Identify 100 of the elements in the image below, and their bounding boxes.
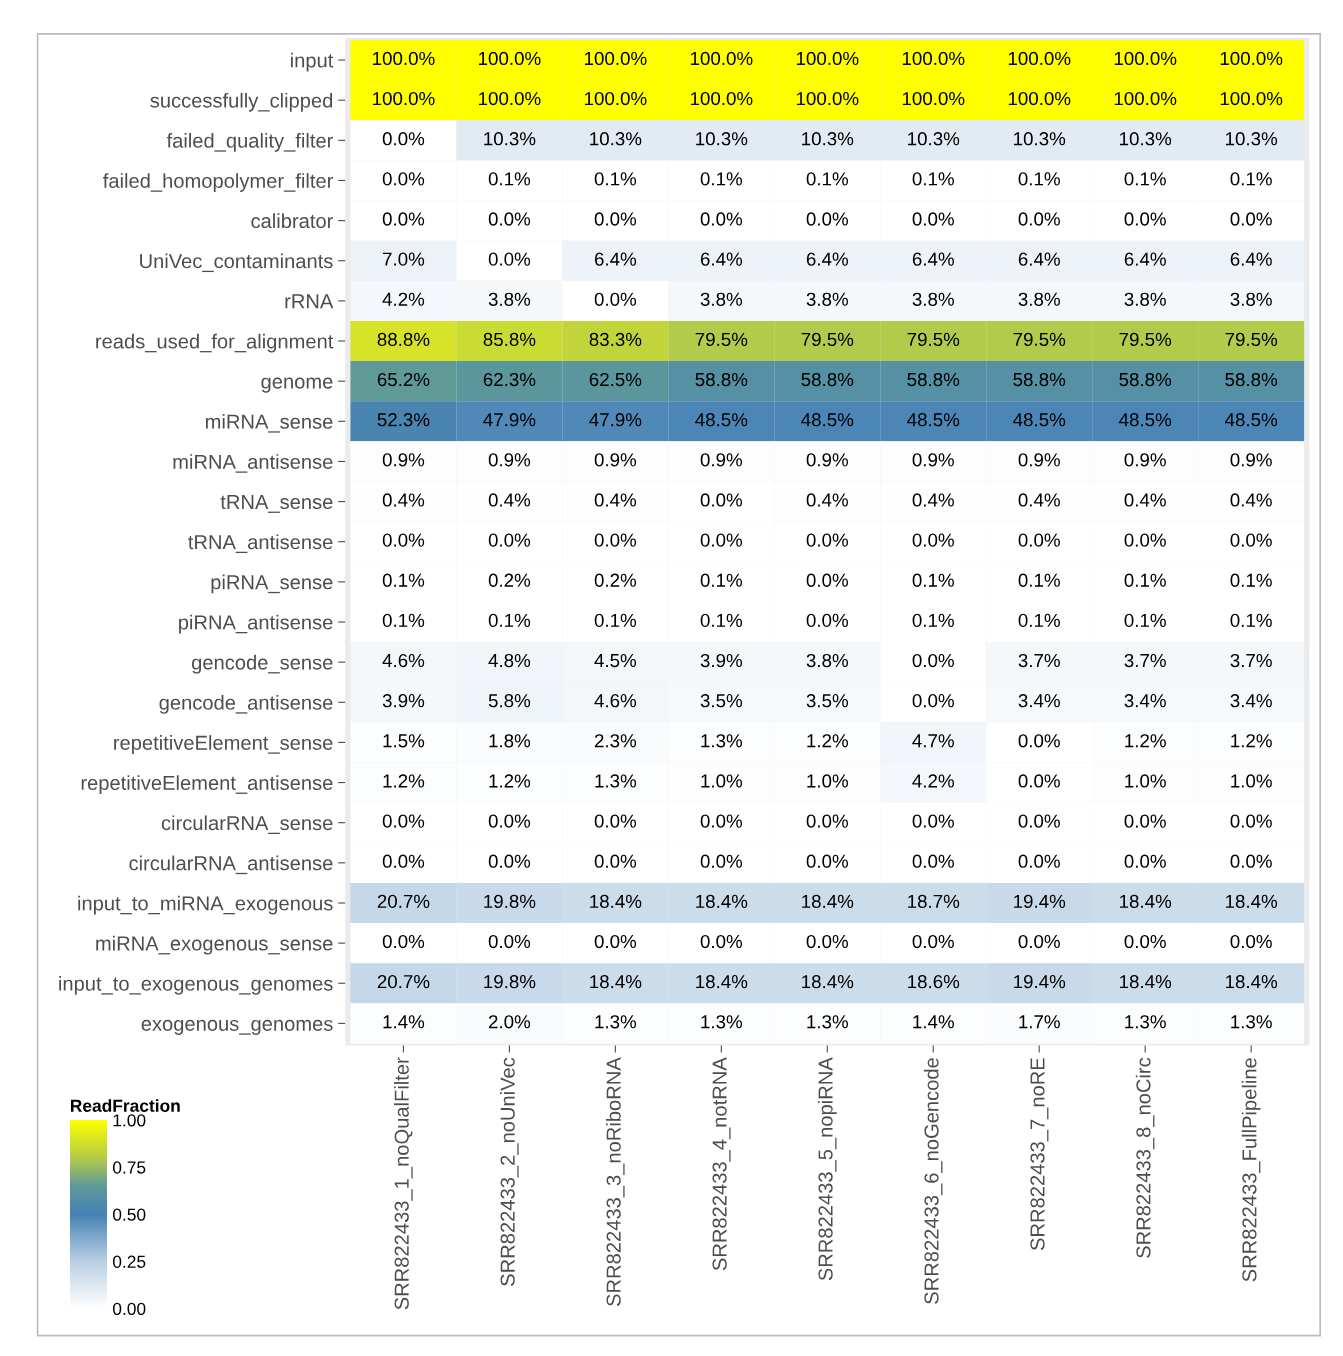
data-label: 0.0% [806,573,848,587]
data-label: 85.8% [483,332,536,347]
x-tick-label: SRR822433_2_noUniVec [500,1057,519,1286]
y-tick-label: successfully_clipped [150,92,333,112]
data-label: 0.0% [1018,854,1060,868]
data-label: 0.2% [594,573,637,587]
data-label: 10.3% [802,132,854,146]
data-label: 58.8% [1013,372,1066,387]
data-label: 0.1% [700,172,743,186]
data-label: 47.9% [483,413,536,427]
data-label: 1.2% [1231,734,1272,748]
data-label: 0.0% [488,252,531,266]
data-label: 4.6% [594,694,637,708]
data-label: 0.0% [912,854,954,868]
data-label: 10.3% [484,132,536,146]
data-label: 18.4% [1225,975,1278,989]
data-label: 1.3% [595,774,637,788]
data-label: 18.4% [802,975,854,989]
y-tick-label: gencode_sense [191,654,333,674]
data-label: 4.6% [382,653,425,668]
data-label: 0.0% [382,172,425,186]
data-label: 100.0% [1114,51,1177,66]
color-bar-label: 0.75 [112,1161,146,1174]
data-label: 1.4% [383,1015,425,1029]
data-label: 0.0% [912,934,954,949]
data-label: 100.0% [479,51,541,66]
data-label: 100.0% [1008,51,1071,66]
data-label: 5.8% [488,694,531,708]
data-label: 1.3% [1231,1015,1272,1029]
data-label: 58.8% [801,372,854,387]
data-label: 1.2% [1125,734,1166,748]
data-label: 48.5% [1119,413,1172,427]
data-label: 6.4% [1124,252,1166,266]
x-tick-label: SRR822433_1_noQualFilter [394,1057,413,1310]
data-label: 3.5% [700,694,743,708]
data-label: 0.0% [488,212,531,226]
data-label: 58.8% [1225,372,1278,387]
y-tick-label: miRNA_antisense [173,454,333,473]
data-label: 79.5% [801,332,854,347]
y-tick-label: failed_homopolymer_filter [103,173,334,192]
y-tick-label: input_to_exogenous_genomes [59,975,333,995]
y-tick-label: circularRNA_antisense [129,855,333,875]
data-label: 0.1% [700,613,743,628]
color-bar-label: 0.00 [112,1302,146,1315]
data-label: 0.0% [382,934,425,949]
data-label: 6.4% [1230,252,1272,266]
y-tick-label: miRNA_sense [205,414,333,433]
data-label: 100.0% [373,51,435,66]
data-label: 0.2% [488,573,531,587]
y-tick-label: piRNA_antisense [179,614,333,634]
data-label: 19.8% [484,975,536,989]
data-label: 0.0% [1230,814,1272,828]
data-label: 48.5% [695,413,748,427]
x-tick-label: SRR822433_3_noRiboRNA [605,1057,625,1307]
data-label: 0.0% [594,934,637,949]
data-label: 0.9% [1124,453,1166,467]
data-label: 18.4% [1120,894,1172,909]
y-tick-label: tRNA_sense [220,495,333,513]
y-tick-label: exogenous_genomes [141,1019,333,1035]
data-label: 1.3% [701,734,743,748]
data-label: 0.0% [594,292,637,306]
data-label: 0.1% [1018,172,1060,186]
data-label: 10.3% [908,132,960,146]
data-label: 0.0% [912,814,954,828]
y-tick-label: piRNA_sense [211,574,333,594]
data-label: 0.1% [912,573,954,587]
data-label: 18.4% [1120,975,1172,989]
data-label: 0.0% [1018,734,1060,748]
y-tick-label: calibrator [251,213,334,229]
data-label: 3.8% [1230,292,1272,306]
y-tick-label: miRNA_exogenous_sense [96,935,333,955]
y-tick-label: repetitiveElement_antisense [81,775,333,795]
data-label: 0.4% [594,493,637,507]
data-label: 0.1% [912,172,954,186]
y-tick-label: genome [261,377,333,393]
data-label: 6.4% [1018,252,1060,266]
data-label: 19.8% [484,894,536,909]
data-label: 0.1% [1124,172,1166,186]
data-label: 100.0% [690,51,753,66]
data-label: 100.0% [584,51,647,66]
data-label: 3.8% [488,292,531,306]
y-tick-label: reads_used_for_alignment [96,333,334,353]
x-tick-label: SRR822433_7_noRE [1030,1058,1049,1251]
data-label: 4.2% [382,292,425,306]
data-label: 0.1% [1018,613,1060,628]
data-label: 100.0% [584,91,647,106]
data-label: 4.8% [488,653,531,668]
data-label: 1.0% [1231,774,1272,788]
data-label: 0.0% [382,132,425,146]
data-label: 3.7% [1230,653,1272,668]
data-label: 10.3% [696,132,748,146]
data-label: 1.3% [595,1015,637,1029]
data-label: 18.4% [696,894,748,909]
x-tick-label: SRR822433_8_noCirc [1135,1057,1155,1258]
data-label: 100.0% [796,51,859,66]
data-label: 0.9% [594,453,637,467]
data-label: 79.5% [1119,332,1172,347]
data-label: 0.0% [806,212,848,226]
data-label: 100.0% [796,91,859,106]
data-label: 0.0% [700,493,743,507]
